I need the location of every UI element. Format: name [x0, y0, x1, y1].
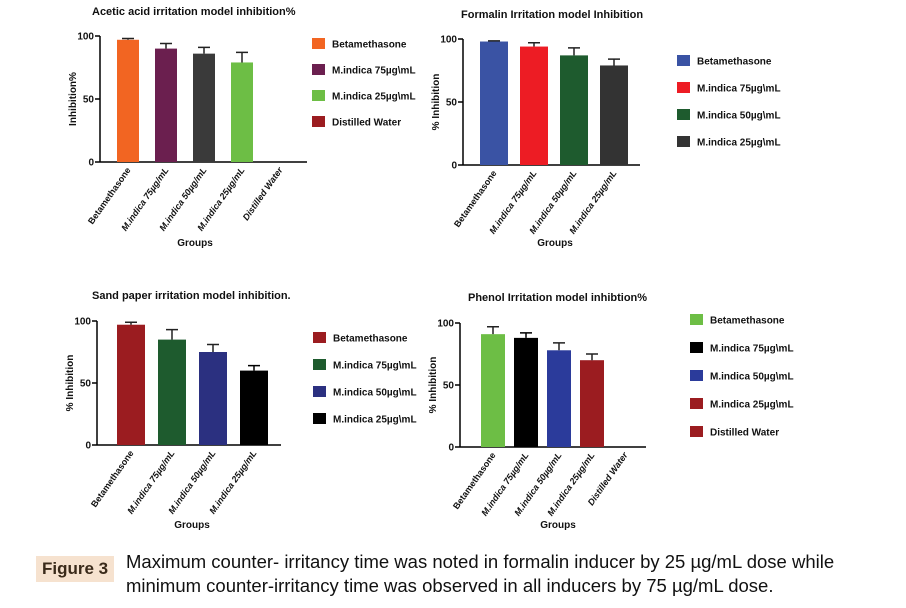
- chart-title: Formalin Irritation model Inhibition: [461, 9, 643, 21]
- y-tick-label: 50: [446, 98, 458, 109]
- error-bar: [160, 42, 172, 49]
- bar: [547, 350, 571, 447]
- legend-swatch: [690, 342, 703, 353]
- x-tick-label: Distilled Water: [241, 165, 285, 222]
- legend-swatch: [677, 109, 690, 120]
- y-tick-label: 0: [448, 443, 454, 454]
- legend-label: M.indica 25µg\mL: [332, 92, 416, 103]
- legend-swatch: [313, 386, 326, 397]
- legend-label: M.indica 50µg\mL: [710, 372, 794, 383]
- bar: [193, 53, 215, 162]
- y-tick-label: 0: [88, 158, 94, 169]
- legend-label: Betamethasone: [710, 316, 785, 327]
- error-bar: [568, 47, 580, 56]
- legend-label: Distilled Water: [710, 428, 779, 439]
- y-axis-label: % Inhibition: [431, 74, 442, 131]
- bar: [155, 48, 177, 162]
- y-tick-label: 0: [85, 441, 91, 452]
- legend-label: Betamethasone: [332, 40, 407, 51]
- y-tick-label: 100: [440, 35, 457, 46]
- legend-swatch: [690, 398, 703, 409]
- x-axis-label: Groups: [537, 238, 573, 249]
- legend-label: M.indica 25µg\mL: [697, 138, 781, 149]
- legend-swatch: [312, 64, 325, 75]
- bar: [560, 55, 588, 165]
- x-axis-label: Groups: [174, 520, 210, 531]
- error-bar: [586, 353, 598, 361]
- error-bar: [166, 328, 178, 340]
- bar: [520, 46, 548, 166]
- legend-swatch: [313, 413, 326, 424]
- bar: [240, 370, 268, 445]
- error-bar: [488, 40, 500, 42]
- y-tick-label: 50: [80, 379, 92, 390]
- chart-title: Sand paper irritation model inhibition.: [92, 290, 291, 302]
- legend-swatch: [312, 38, 325, 49]
- legend-label: Distilled Water: [332, 118, 401, 129]
- bar: [600, 65, 628, 165]
- error-bar: [528, 42, 540, 47]
- y-tick-label: 50: [83, 95, 95, 106]
- bar: [117, 39, 139, 162]
- x-axis-label: Groups: [177, 238, 213, 249]
- legend-label: M.indica 25µg\mL: [710, 400, 794, 411]
- error-bar: [236, 51, 248, 63]
- legend-swatch: [677, 55, 690, 66]
- legend-label: M.indica 25µg\mL: [333, 415, 417, 426]
- y-axis-label: Inhibition%: [68, 72, 79, 126]
- legend-swatch: [312, 116, 325, 127]
- legend-swatch: [690, 370, 703, 381]
- y-tick-label: 100: [77, 32, 94, 43]
- legend-swatch: [312, 90, 325, 101]
- legend-swatch: [690, 314, 703, 325]
- legend-swatch: [313, 359, 326, 370]
- error-bar: [248, 364, 260, 371]
- chart-title: Phenol Irritation model inhibtion%: [468, 292, 647, 304]
- legend-label: M.indica 75µg\mL: [697, 84, 781, 95]
- figure: Acetic acid irritation model inhibition%…: [65, 6, 794, 531]
- caption-label: Figure 3: [36, 556, 115, 582]
- bar: [580, 360, 604, 447]
- error-bar: [608, 58, 620, 66]
- y-tick-label: 50: [443, 381, 455, 392]
- legend-swatch: [677, 136, 690, 147]
- y-axis-label: % Inhibition: [65, 355, 76, 412]
- legend-label: M.indica 50µg\mL: [697, 111, 781, 122]
- bar: [231, 62, 253, 162]
- x-tick-label: M.indica 25µg/mL: [207, 448, 258, 515]
- error-bar: [520, 332, 532, 338]
- caption-text: Maximum counter- irritancy time was note…: [126, 551, 835, 596]
- x-tick-label: Betamethasone: [89, 448, 136, 509]
- legend-swatch: [677, 82, 690, 93]
- legend-swatch: [313, 332, 326, 343]
- legend-label: M.indica 75µg\mL: [332, 66, 416, 77]
- legend-label: Betamethasone: [333, 334, 408, 345]
- legend-label: M.indica 50µg\mL: [333, 388, 417, 399]
- bar: [117, 324, 145, 445]
- y-tick-label: 0: [451, 161, 457, 172]
- error-bar: [198, 46, 210, 54]
- legend-label: Betamethasone: [697, 57, 772, 68]
- y-tick-label: 100: [74, 317, 91, 328]
- bar: [158, 339, 186, 445]
- y-axis-label: % Inhibition: [428, 357, 439, 414]
- error-bar: [125, 321, 137, 325]
- legend-label: M.indica 75µg\mL: [333, 361, 417, 372]
- chart-title: Acetic acid irritation model inhibition%: [92, 6, 296, 18]
- error-bar: [487, 325, 499, 335]
- y-tick-label: 100: [437, 319, 454, 330]
- x-axis-label: Groups: [540, 520, 576, 531]
- bar: [514, 337, 538, 447]
- x-tick-label: Betamethasone: [452, 168, 499, 229]
- error-bar: [122, 37, 134, 40]
- error-bar: [207, 343, 219, 352]
- bar: [199, 352, 227, 445]
- legend-swatch: [690, 426, 703, 437]
- bar: [481, 334, 505, 447]
- bar: [480, 41, 508, 165]
- legend-label: M.indica 75µg\mL: [710, 344, 794, 355]
- error-bar: [553, 342, 565, 351]
